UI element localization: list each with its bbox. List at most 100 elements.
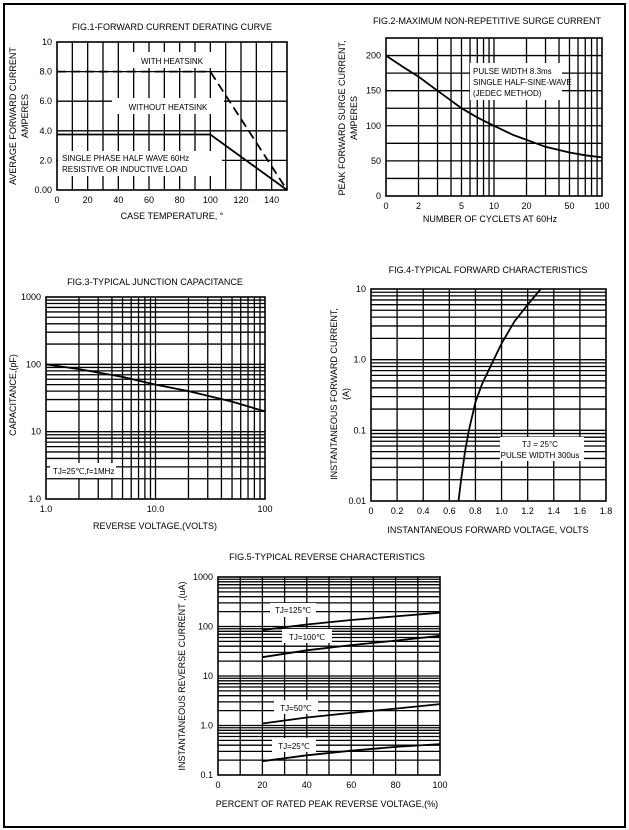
annotation-background (470, 63, 562, 100)
y-tick-label: 100 (366, 121, 381, 131)
x-tick-label: 1.2 (521, 506, 534, 516)
chart-fig5: TJ=125℃ TJ=100℃ TJ=50℃ TJ=25℃ 0 20 40 60 80 100 0.… (177, 552, 448, 809)
annotation-background (58, 151, 222, 176)
plot-area (370, 288, 607, 502)
x-tick-label: 80 (391, 780, 401, 790)
x-tick-label: 0.8 (469, 506, 482, 516)
y-tick-label: 0.1 (200, 770, 213, 780)
y-tick-label: 100 (26, 359, 41, 369)
x-tick-label: 10.0 (147, 504, 165, 514)
y-tick-label: 200 (366, 51, 381, 61)
y-tick-label: 1.0 (353, 355, 366, 365)
y-tick-label: 10 (42, 37, 52, 47)
y-tick-label: 6.0 (39, 96, 52, 106)
x-axis-label: NUMBER OF CYCLETS AT 60Hz (423, 214, 558, 224)
chart-fig2: PULSE WIDTH 8.3ms SINGLE HALF-SINE-WAVE (J… (337, 16, 610, 224)
y-tick-label: 10 (356, 284, 366, 294)
x-tick-label: 1.0 (495, 506, 508, 516)
series-line-0 (457, 288, 542, 502)
x-tick-label: 0 (54, 195, 59, 205)
chart-title: FIG.1-FORWARD CURRENT DERATING CURVE (72, 22, 272, 32)
y-tick-label: 10 (31, 427, 41, 437)
x-tick-label: 0 (383, 201, 388, 211)
annotation-background (112, 98, 224, 114)
y-tick-label: 2.0 (39, 155, 52, 165)
y-tick-label: 1.0 (200, 721, 213, 731)
annotation-label: TJ=25℃,f=1MHz (53, 467, 114, 476)
y-tick-label: 0 (376, 191, 381, 201)
x-tick-label: 10 (489, 201, 499, 211)
annotation-label: RESISTIVE OR INDUCTIVE LOAD (62, 165, 188, 174)
series-line-0 (45, 363, 266, 413)
x-axis-label: INSTANTANEOUS FORWARD VOLTAGE, VOLTS (387, 525, 588, 535)
y-tick-label: 50 (371, 156, 381, 166)
y-tick-label: 10 (203, 671, 213, 681)
chart-fig4: TJ = 25°C PULSE WIDTH 300us 0 0.2 0.4 0.6 0.8 1… (329, 265, 612, 535)
chart-title: FIG.4-TYPICAL FORWARD CHARACTERISTICS (389, 265, 588, 275)
y-tick-label: 100 (198, 622, 213, 632)
annotation-label: SINGLE HALF-SINE-WAVE (473, 78, 572, 87)
chart-fig1: WITH HEATSINK WITHOUT HEATSINK SINGLE PHAS… (8, 22, 288, 221)
chart-title: FIG.3-TYPICAL JUNCTION CAPACITANCE (67, 277, 243, 287)
x-tick-label: 0.2 (391, 506, 404, 516)
annotation-background (282, 629, 332, 643)
x-tick-label: 0.4 (417, 506, 430, 516)
y-axis-label: CAPACITANCE,(pF) (8, 354, 18, 436)
annotation-background (272, 738, 316, 752)
x-tick-label: 120 (233, 195, 248, 205)
x-tick-label: 0 (215, 780, 220, 790)
x-axis-label: PERCENT OF RATED PEAK REVERSE VOLTAGE,(%… (216, 799, 438, 809)
annotation-label: TJ=25℃ (278, 742, 309, 751)
chart-title: FIG.2-MAXIMUM NON-REPETITIVE SURGE CURRE… (373, 16, 602, 26)
x-tick-label: 0.6 (443, 506, 456, 516)
x-tick-label: 1.0 (40, 504, 53, 514)
x-tick-label: 100 (594, 201, 609, 211)
annotation-label: TJ=50℃ (280, 704, 311, 713)
y-tick-label: 4.0 (39, 126, 52, 136)
x-tick-label: 100 (432, 780, 447, 790)
x-axis-label: REVERSE VOLTAGE,(VOLTS) (93, 521, 217, 531)
series-line-tj-25- (262, 743, 441, 763)
annotation-background (274, 700, 318, 714)
y-axis-label: AMPERES (20, 94, 30, 138)
y-axis-label: AVERAGE FORWARD CURRENT (8, 47, 18, 185)
series-line-tj-50- (262, 703, 441, 725)
x-tick-label: 5 (459, 201, 464, 211)
y-axis-label: INSTANTANEOUS REVERSE CURRENT ,(uA) (177, 581, 187, 770)
x-tick-label: 40 (302, 780, 312, 790)
x-tick-label: 140 (264, 195, 279, 205)
y-axis-label: INSTANTANEOUS FORWARD CURRENT, (329, 308, 339, 480)
annotation-label: TJ=100℃ (289, 633, 325, 642)
x-tick-label: 1.4 (548, 506, 561, 516)
annotation-label: WITH HEATSINK (141, 57, 204, 66)
x-tick-label: 100 (257, 504, 272, 514)
annotation-label: WITHOUT HEATSINK (129, 103, 208, 112)
x-axis-label: CASE TEMPERATURE, ° (121, 211, 224, 221)
x-tick-label: 80 (175, 195, 185, 205)
annotation-label: TJ=125℃ (275, 606, 311, 615)
y-tick-label: 1000 (21, 292, 41, 302)
series-line-tj-125- (262, 611, 441, 631)
y-axis-label: AMPERES (349, 96, 359, 140)
annotation-background (270, 603, 316, 617)
annotation-background (50, 463, 116, 478)
x-tick-label: 2 (416, 201, 421, 211)
x-tick-label: 20 (83, 195, 93, 205)
series-line-tj-100- (262, 634, 441, 659)
x-tick-label: 1.6 (574, 506, 587, 516)
annotation-background (500, 437, 584, 461)
x-tick-label: 100 (203, 195, 218, 205)
y-tick-label: 150 (366, 86, 381, 96)
y-tick-label: 1000 (193, 572, 213, 582)
annotation-label: SINGLE PHASE HALF WAVE 60Hz (62, 154, 189, 163)
annotation-label: PULSE WIDTH 300us (501, 451, 580, 460)
y-axis-label: PEAK FORWARD SURGE CURRENT, (337, 40, 347, 195)
annotation-background (122, 52, 222, 68)
annotation-label: TJ = 25°C (522, 440, 558, 449)
y-tick-label: 8.0 (39, 67, 52, 77)
x-tick-label: 60 (346, 780, 356, 790)
series-line-0 (385, 54, 603, 159)
y-axis-label: (A) (341, 388, 351, 400)
y-tick-label: 0.00 (34, 185, 52, 195)
